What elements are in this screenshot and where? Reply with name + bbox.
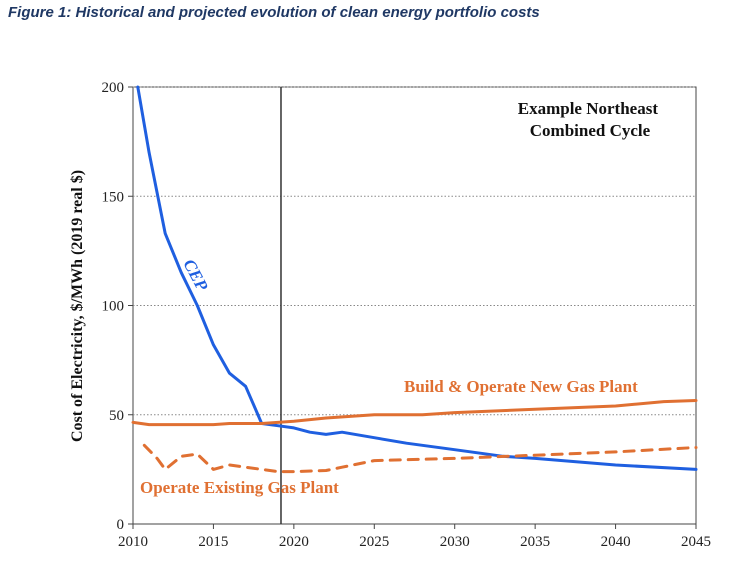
figure-title: Figure 1: Historical and projected evolu…: [8, 4, 540, 21]
x-tick-label-2020: 2020: [279, 534, 309, 550]
y-tick-label-0: 0: [117, 517, 125, 533]
chart-title-line-2: Combined Cycle: [530, 121, 651, 140]
x-tick-label-2015: 2015: [198, 534, 228, 550]
y-tick-label-50: 50: [109, 408, 124, 424]
series-label-new-gas-plant: Build & Operate New Gas Plant: [404, 377, 638, 396]
x-tick-label-2025: 2025: [359, 534, 389, 550]
x-tick-label-2045: 2045: [681, 534, 711, 550]
series-label-cep: CEP: [179, 256, 212, 295]
series-line-build-operate-new-gas-plant: [131, 399, 698, 427]
x-tick-label-2035: 2035: [520, 534, 550, 550]
series-lines: [131, 85, 698, 474]
x-tick-label-2040: 2040: [601, 534, 631, 550]
chart-title: Example Northeast Combined Cycle: [518, 99, 662, 140]
series-line-operate-existing-gas-plant: [142, 443, 698, 474]
y-axis-label: Cost of Electricity, $/MWh (2019 real $): [69, 170, 86, 442]
x-tick-label-2010: 2010: [118, 534, 148, 550]
chart-title-line-1: Example Northeast: [518, 99, 659, 118]
axis-ticks: 0 50 100 150 200 2010 2015 2020 2025 2030 2035 2040…: [102, 80, 712, 550]
y-tick-label-150: 150: [102, 189, 125, 205]
series-label-existing-gas-plant: Operate Existing Gas Plant: [140, 478, 339, 497]
y-tick-label-200: 200: [102, 80, 125, 96]
series-line-cep: [136, 85, 698, 471]
x-tick-label-2030: 2030: [440, 534, 470, 550]
y-tick-label-100: 100: [102, 299, 125, 315]
